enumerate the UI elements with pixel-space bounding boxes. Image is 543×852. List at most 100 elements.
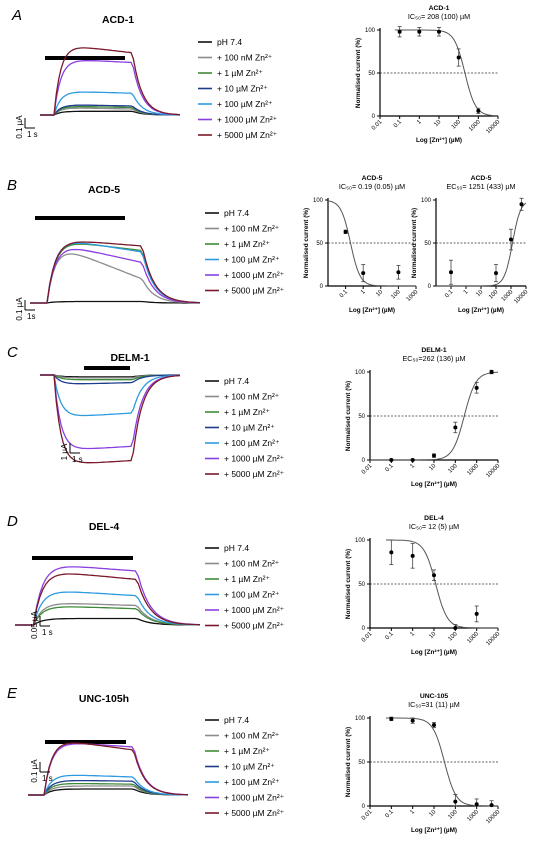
data-point xyxy=(432,723,436,728)
panel-E: E UNC-105h 0.1 µA 1 s pH 7.4 + 100 nM Zn²⁺ + 1… xyxy=(7,685,285,818)
data-point xyxy=(410,718,415,723)
legend-label: + 100 µM Zn²⁺ xyxy=(224,438,280,448)
legend-label: + 1 µM Zn²⁺ xyxy=(224,239,271,249)
fit-curve xyxy=(386,539,498,629)
potency-label: IC₅₀= 208 (100) µM xyxy=(408,12,470,21)
panel-label: E xyxy=(7,685,18,702)
scale-bar-current-label: 0.1 µA xyxy=(15,297,24,321)
current-trace xyxy=(15,606,200,626)
legend-label: pH 7.4 xyxy=(217,37,242,47)
legend-label: + 5000 µM Zn²⁺ xyxy=(224,808,285,818)
data-point xyxy=(489,370,494,374)
y-tick-label: 50 xyxy=(358,760,365,766)
scale-bar-time-label: 1s xyxy=(27,312,35,321)
x-tick-label: 100 xyxy=(447,631,459,643)
legend-label: + 5000 µM Zn²⁺ xyxy=(217,130,278,140)
legend-label: pH 7.4 xyxy=(224,543,249,553)
x-axis-label: Log [Zn²⁺] (µM) xyxy=(458,307,504,314)
legend-label: + 100 µM Zn²⁺ xyxy=(224,590,280,600)
data-point xyxy=(449,270,453,275)
chart-title: UNC-105 xyxy=(420,693,449,700)
x-tick-label: 1 xyxy=(416,119,423,126)
panel-label: B xyxy=(7,177,17,194)
x-tick-label: 100 xyxy=(447,463,459,475)
x-tick-label: 10 xyxy=(428,809,437,818)
x-axis-label: Log [Zn²⁺] (µM) xyxy=(411,649,457,656)
x-tick-label: 1000 xyxy=(466,463,480,477)
scale-bar-current-label: 0.1 µA xyxy=(15,115,24,139)
potency-label: EC₅₀=262 (136) µM xyxy=(403,354,466,363)
legend-label: + 1000 µM Zn²⁺ xyxy=(224,454,285,464)
fit-curve xyxy=(394,29,498,117)
y-tick-label: 100 xyxy=(421,198,432,204)
fit-curve xyxy=(436,202,527,287)
x-tick-label: 10 xyxy=(428,631,437,640)
x-tick-label: 1 xyxy=(360,289,367,296)
scale-bar-current-label: 1 µA xyxy=(60,443,69,460)
x-tick-label: 100 xyxy=(451,119,463,131)
current-trace xyxy=(28,774,189,796)
current-trace xyxy=(15,591,201,626)
y-tick-label: 100 xyxy=(313,198,324,204)
chart-title: DEL-4 xyxy=(424,515,444,522)
panel-B: B ACD-5 0.1 µA 1s pH 7.4 + 100 nM Zn²⁺ + 1 µM … xyxy=(7,177,285,321)
x-tick-label: 0.01 xyxy=(371,119,384,132)
x-tick-label: 100 xyxy=(447,809,459,821)
y-axis-label: Normalised current (%) xyxy=(345,549,352,619)
legend-label: + 100 µM Zn²⁺ xyxy=(224,255,280,265)
y-tick-label: 0 xyxy=(372,114,376,120)
panel-title: DELM-1 xyxy=(110,352,149,364)
current-trace xyxy=(30,253,200,304)
legend-label: + 1 µM Zn²⁺ xyxy=(224,746,271,756)
x-tick-label: 10000 xyxy=(485,631,502,648)
x-tick-label: 0.1 xyxy=(385,631,396,642)
x-tick-label: 10 xyxy=(475,289,484,298)
legend-label: + 5000 µM Zn²⁺ xyxy=(224,286,285,296)
data-point xyxy=(389,458,394,462)
legend-label: + 1000 µM Zn²⁺ xyxy=(224,270,285,280)
data-point xyxy=(410,553,415,558)
data-point xyxy=(397,29,402,34)
y-axis-label: Normalised current (%) xyxy=(355,38,362,108)
current-trace xyxy=(40,60,181,116)
x-tick-label: 1 xyxy=(409,809,416,816)
x-tick-label: 10 xyxy=(428,463,437,472)
current-trace xyxy=(40,374,180,385)
data-point xyxy=(453,425,458,430)
scale-bar-time-label: 1 s xyxy=(27,130,38,139)
current-trace xyxy=(30,248,200,304)
legend-label: + 1 µM Zn²⁺ xyxy=(224,407,271,417)
data-point xyxy=(476,108,481,113)
data-point xyxy=(437,29,441,34)
data-point xyxy=(361,271,366,276)
x-tick-label: 0.1 xyxy=(385,809,396,820)
panel-title: UNC-105h xyxy=(79,693,129,705)
potency-label: EC₅₀= 1251 (433) µM xyxy=(447,182,516,191)
legend-label: + 5000 µM Zn²⁺ xyxy=(224,469,285,479)
scale-bar-time-label: 1 s xyxy=(72,455,83,464)
current-trace xyxy=(40,374,180,417)
x-tick-label: 10000 xyxy=(485,119,502,136)
x-tick-label: 1 xyxy=(409,463,416,470)
data-point xyxy=(389,550,394,555)
chart-title: ACD-1 xyxy=(429,5,450,12)
y-tick-label: 0 xyxy=(362,626,366,632)
current-trace xyxy=(30,300,200,304)
legend-label: + 1 µM Zn²⁺ xyxy=(217,68,264,78)
x-tick-label: 10000 xyxy=(485,809,502,826)
y-axis-label: Normalised current (%) xyxy=(345,727,352,797)
legend-label: + 100 nM Zn²⁺ xyxy=(224,731,280,741)
legend-label: + 5000 µM Zn²⁺ xyxy=(224,621,285,631)
legend-label: pH 7.4 xyxy=(224,376,249,386)
y-tick-label: 50 xyxy=(358,414,365,420)
legend-label: + 1000 µM Zn²⁺ xyxy=(224,793,285,803)
legend-label: + 1000 µM Zn²⁺ xyxy=(217,115,278,125)
data-point xyxy=(453,799,458,804)
data-point xyxy=(453,626,458,630)
x-tick-label: 0.01 xyxy=(361,631,374,644)
panel-A: A ACD-1 0.1 µA 1 s pH 7.4 + 100 nM Zn²⁺ + 1 µM… xyxy=(11,7,278,140)
panel-label: A xyxy=(11,7,22,24)
